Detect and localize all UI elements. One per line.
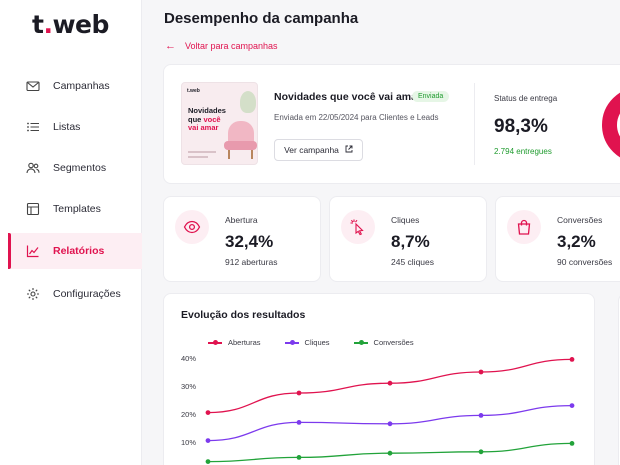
stat-sub: 90 conversões	[557, 257, 613, 267]
stat-sub: 912 aberturas	[225, 257, 278, 267]
series-line-0	[207, 358, 573, 414]
results-chart-card: Evolução dos resultados Aberturas Clique…	[163, 293, 595, 465]
divider	[474, 83, 475, 165]
sidebar-item-templates[interactable]: Templates	[8, 191, 142, 227]
y-tick-label: 10%	[181, 438, 196, 447]
legend-item-conversoes[interactable]: Conversões	[353, 338, 414, 347]
data-point[interactable]	[205, 459, 211, 464]
data-point[interactable]	[205, 438, 211, 443]
sidebar-item-listas[interactable]: Listas	[8, 109, 142, 145]
chart-title: Evolução dos resultados	[181, 309, 306, 321]
data-point[interactable]	[387, 380, 393, 386]
stat-card-conversoes: Conversões 3,2% 90 conversões	[495, 196, 620, 282]
sidebar-item-label: Configurações	[53, 288, 121, 300]
stat-label: Cliques	[391, 215, 420, 225]
cursor-click-icon	[341, 210, 375, 244]
data-point[interactable]	[296, 420, 302, 425]
stat-value: 8,7%	[391, 232, 430, 251]
data-point[interactable]	[569, 441, 575, 446]
stat-card-abertura: Abertura 32,4% 912 aberturas	[163, 196, 321, 282]
delivery-status-value: 98,3%	[494, 116, 548, 137]
y-tick-label: 20%	[181, 410, 196, 419]
legend-item-cliques[interactable]: Cliques	[284, 338, 330, 347]
delivery-gauge	[602, 87, 620, 163]
status-badge: Enviada	[412, 91, 450, 102]
sidebar-item-configuracoes[interactable]: Configurações	[8, 276, 142, 312]
legend-swatch	[208, 339, 222, 345]
data-point[interactable]	[387, 421, 393, 427]
mail-icon	[26, 79, 40, 93]
shopping-bag-icon	[507, 210, 541, 244]
sidebar-item-label: Relatórios	[53, 245, 105, 257]
campaign-thumbnail[interactable]: t.web Novidades que você vai amar	[181, 82, 258, 165]
sidebar-item-campanhas[interactable]: Campanhas	[8, 68, 142, 104]
thumbnail-title: Novidades que você vai amar	[188, 106, 226, 132]
page-title: Desempenho da campanha	[164, 10, 359, 27]
chart-icon	[26, 244, 40, 258]
template-icon	[26, 202, 40, 216]
arrow-left-icon: ←	[165, 40, 176, 52]
sidebar-item-label: Templates	[53, 203, 101, 215]
chart-legend: Aberturas Cliques Conversões	[208, 338, 438, 347]
list-icon	[26, 120, 40, 134]
data-point[interactable]	[478, 413, 484, 418]
main-content: Desempenho da campanha ← Voltar para cam…	[143, 0, 620, 465]
data-point[interactable]	[478, 369, 484, 375]
data-point[interactable]	[205, 410, 211, 415]
thumbnail-logo: t.web	[187, 88, 200, 94]
data-point[interactable]	[387, 450, 393, 456]
sidebar-item-label: Campanhas	[53, 80, 110, 92]
sidebar: t.web Campanhas Listas Segmentos Templat…	[0, 0, 142, 465]
data-point[interactable]	[296, 455, 302, 460]
back-to-campaigns-link[interactable]: ← Voltar para campanhas	[165, 40, 278, 52]
delivery-status-label: Status de entrega	[494, 94, 558, 103]
legend-item-aberturas[interactable]: Aberturas	[208, 338, 261, 347]
sidebar-item-segmentos[interactable]: Segmentos	[8, 150, 142, 186]
data-point[interactable]	[569, 403, 575, 408]
data-point[interactable]	[569, 357, 575, 362]
data-point[interactable]	[296, 390, 302, 396]
plant-illustration	[240, 91, 256, 113]
legend-swatch	[284, 339, 299, 345]
sidebar-item-relatorios[interactable]: Relatórios	[8, 233, 142, 269]
view-campaign-button[interactable]: Ver campanha	[274, 139, 363, 161]
data-point[interactable]	[478, 449, 484, 455]
users-icon	[26, 161, 40, 175]
stat-value: 32,4%	[225, 232, 274, 251]
sidebar-item-label: Segmentos	[53, 162, 107, 174]
line-chart: 40% 30% 20% 10%	[181, 354, 575, 464]
delivered-count: 2.794 entregues	[494, 147, 552, 156]
gear-icon	[26, 287, 40, 301]
legend-swatch	[353, 339, 368, 345]
stat-label: Conversões	[557, 215, 603, 225]
stat-label: Abertura	[225, 215, 258, 225]
sidebar-item-label: Listas	[53, 121, 81, 133]
stat-value: 3,2%	[557, 232, 596, 251]
stat-sub: 245 cliques	[391, 257, 435, 267]
external-link-icon	[345, 145, 353, 155]
campaign-name: Novidades que você vai amar	[274, 91, 422, 103]
stat-card-cliques: Cliques 8,7% 245 cliques	[329, 196, 487, 282]
brand-logo[interactable]: t.web	[32, 10, 109, 39]
campaign-sent-info: Enviada em 22/05/2024 para Clientes e Le…	[274, 113, 439, 122]
eye-icon	[175, 210, 209, 244]
back-link-label: Voltar para campanhas	[185, 41, 278, 51]
y-tick-label: 40%	[181, 354, 196, 363]
y-tick-label: 30%	[181, 382, 196, 391]
campaign-summary-card: t.web Novidades que você vai amar Novida…	[163, 64, 620, 184]
